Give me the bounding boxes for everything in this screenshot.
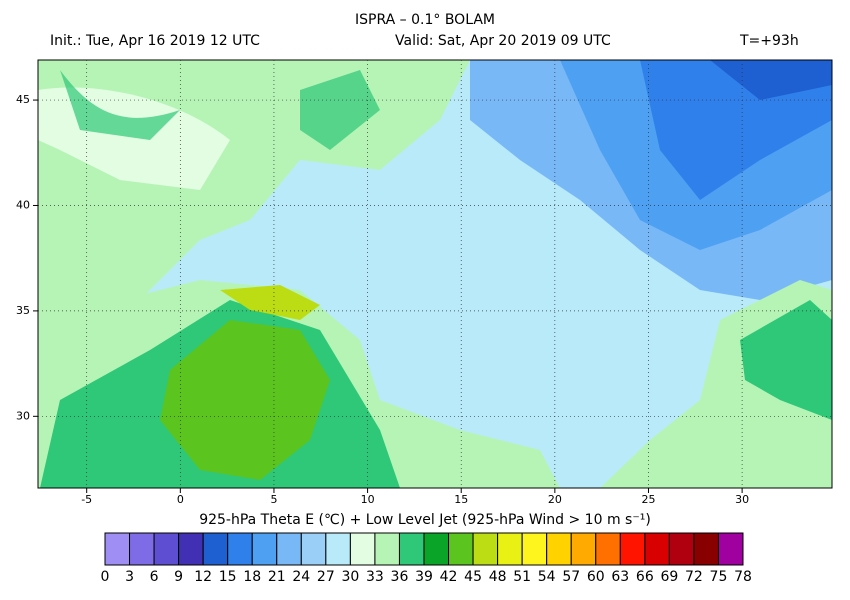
colorbar-tick-label: 12 bbox=[194, 569, 212, 585]
colorbar-swatch bbox=[104, 532, 131, 566]
colorbar-tick-label: 60 bbox=[587, 569, 605, 585]
colorbar-swatch bbox=[398, 532, 425, 566]
colorbar-tick-label: 78 bbox=[734, 569, 752, 585]
colorbar-tick-label: 27 bbox=[317, 569, 335, 585]
colorbar-swatch bbox=[668, 532, 695, 566]
x-tick-label: 10 bbox=[361, 493, 375, 506]
colorbar-swatch bbox=[472, 532, 499, 566]
colorbar-tick-label: 33 bbox=[366, 569, 384, 585]
map-field bbox=[38, 60, 832, 488]
x-tick-label: 20 bbox=[548, 493, 562, 506]
x-tick-label: 30 bbox=[735, 493, 749, 506]
colorbar-tick-label: 3 bbox=[125, 569, 134, 585]
colorbar-swatch bbox=[178, 532, 204, 566]
colorbar-swatch bbox=[644, 532, 670, 566]
lead-time: T=+93h bbox=[739, 33, 799, 49]
colorbar-swatch bbox=[227, 532, 253, 566]
colorbar-tick-label: 6 bbox=[150, 569, 159, 585]
colorbar-tick-label: 15 bbox=[219, 569, 237, 585]
colorbar-swatch bbox=[521, 532, 548, 566]
colorbar-swatch bbox=[717, 532, 744, 566]
colorbar-swatch bbox=[153, 532, 180, 566]
y-tick-label: 35 bbox=[16, 304, 30, 317]
colorbar-swatch bbox=[325, 532, 351, 566]
y-tick-label: 45 bbox=[16, 93, 30, 106]
colorbar-swatch bbox=[300, 532, 327, 566]
colorbar-tick-label: 66 bbox=[636, 569, 654, 585]
colorbar-tick-label: 0 bbox=[101, 569, 110, 585]
colorbar-tick-label: 30 bbox=[341, 569, 359, 585]
colorbar-tick-label: 63 bbox=[611, 569, 629, 585]
y-tick-label: 30 bbox=[16, 409, 30, 422]
colorbar-tick-label: 48 bbox=[489, 569, 507, 585]
colorbar-tick-label: 72 bbox=[685, 569, 703, 585]
colorbar-swatch bbox=[423, 532, 450, 566]
colorbar-label: 925-hPa Theta E (℃) + Low Level Jet (925… bbox=[199, 512, 651, 528]
init-time: Init.: Tue, Apr 16 2019 12 UTC bbox=[50, 33, 260, 49]
colorbar-tick-label: 24 bbox=[292, 569, 310, 585]
colorbar-tick-label: 45 bbox=[464, 569, 482, 585]
colorbar-tick-label: 36 bbox=[391, 569, 409, 585]
colorbar-swatch bbox=[595, 532, 621, 566]
colorbar-tick-label: 69 bbox=[660, 569, 678, 585]
colorbar-tick-label: 54 bbox=[538, 569, 556, 585]
y-tick-label: 40 bbox=[16, 198, 30, 211]
colorbar-swatch bbox=[276, 532, 302, 566]
title: ISPRA – 0.1° BOLAM bbox=[355, 12, 495, 28]
colorbar-tick-label: 18 bbox=[243, 569, 261, 585]
colorbar-tick-label: 51 bbox=[513, 569, 531, 585]
colorbar-tick-label: 42 bbox=[440, 569, 458, 585]
colorbar-swatch bbox=[693, 532, 719, 566]
colorbar-tick-label: 9 bbox=[174, 569, 183, 585]
map-frame bbox=[37, 59, 833, 489]
x-tick-label: 0 bbox=[177, 493, 184, 506]
colorbar-tick-label: 75 bbox=[710, 569, 728, 585]
colorbar-tick-label: 57 bbox=[562, 569, 580, 585]
colorbar-swatch bbox=[251, 532, 278, 566]
colorbar-swatch bbox=[202, 532, 229, 566]
valid-time: Valid: Sat, Apr 20 2019 09 UTC bbox=[395, 33, 611, 49]
colorbar-swatch bbox=[546, 532, 572, 566]
colorbar-swatch bbox=[497, 532, 523, 566]
colorbar-swatch bbox=[374, 532, 400, 566]
x-tick-label: -5 bbox=[81, 493, 92, 506]
colorbar-tick-label: 39 bbox=[415, 569, 433, 585]
colorbar-swatch bbox=[448, 532, 474, 566]
colorbar-swatch bbox=[129, 532, 155, 566]
colorbar-swatch bbox=[570, 532, 597, 566]
colorbar-swatch bbox=[349, 532, 376, 566]
x-tick-label: 25 bbox=[641, 493, 655, 506]
x-tick-label: 15 bbox=[454, 493, 468, 506]
x-tick-label: 5 bbox=[270, 493, 277, 506]
colorbar-swatch bbox=[619, 532, 646, 566]
colorbar-tick-label: 21 bbox=[268, 569, 286, 585]
